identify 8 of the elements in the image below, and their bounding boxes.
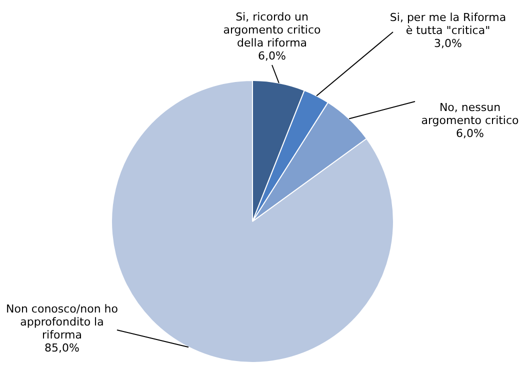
data-label: 3,0% <box>434 36 462 50</box>
slice-label: Non conosco/non ho approfondito la riforma <box>6 302 118 342</box>
slice-label: Si, per me la Riforma è tutta "critica" <box>390 10 506 37</box>
data-label: 85,0% <box>44 341 80 354</box>
slice-label: No, nessun argomento critico <box>421 100 520 127</box>
data-label: 6,0% <box>258 49 286 62</box>
slice-label: Si, ricordo un argomento critico della riforma <box>223 10 322 50</box>
data-label: 6,0% <box>456 126 484 140</box>
